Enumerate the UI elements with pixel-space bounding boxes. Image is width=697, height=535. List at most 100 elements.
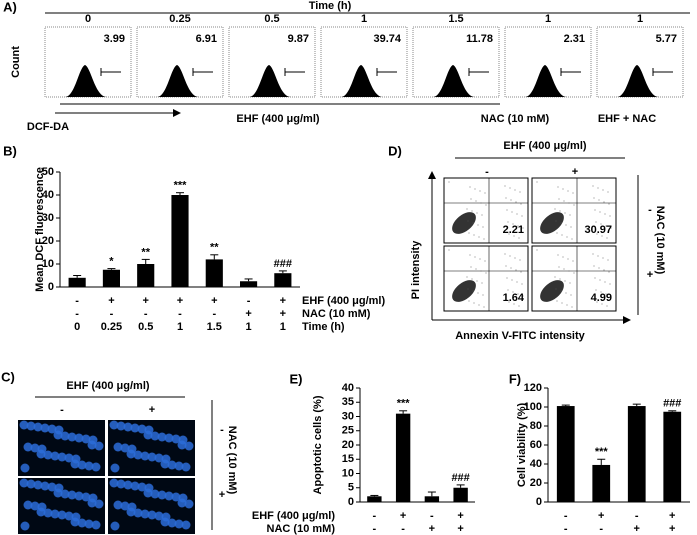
- event-dot: [556, 232, 558, 234]
- panel-label: E): [290, 371, 303, 386]
- nucleus: [120, 501, 130, 511]
- nucleus: [23, 500, 33, 510]
- event-dot: [573, 272, 575, 274]
- event-dot: [570, 226, 572, 228]
- event-dot: [481, 282, 483, 284]
- significance: ***: [397, 398, 411, 410]
- event-dot: [605, 293, 607, 295]
- nucleus: [37, 444, 47, 454]
- y-tick-label: 100: [524, 401, 542, 413]
- nucleus: [64, 453, 74, 463]
- nucleus: [133, 450, 143, 460]
- condition: -: [373, 523, 377, 535]
- event-dot: [598, 267, 600, 269]
- time-label: 1: [545, 13, 551, 25]
- event-dot: [597, 255, 599, 257]
- x-axis-label: Annexin V-FITC intensity: [455, 330, 585, 342]
- nucleus: [91, 520, 101, 530]
- event-dot: [476, 212, 478, 214]
- nucleus: [109, 478, 119, 488]
- nucleus: [144, 425, 154, 435]
- nucleus: [43, 508, 53, 518]
- event-dot: [474, 256, 476, 258]
- nucleus: [57, 452, 67, 462]
- nucleus: [50, 451, 60, 461]
- histogram: [617, 65, 659, 97]
- dot-plot: [443, 177, 529, 244]
- cell-cloud: [540, 280, 564, 302]
- dot-plot: [531, 177, 617, 244]
- event-dot: [601, 235, 603, 237]
- y-tick-label: 50: [42, 166, 54, 178]
- nucleus: [77, 518, 87, 528]
- event-dot: [466, 208, 468, 210]
- event-dot: [603, 201, 605, 203]
- condition: -: [110, 308, 114, 320]
- event-dot: [602, 257, 604, 259]
- event-dot: [480, 270, 482, 272]
- event-dot: [472, 290, 474, 292]
- event-dot: [592, 185, 594, 187]
- event-dot: [608, 271, 610, 273]
- condition-label: NAC (10 mM): [267, 523, 336, 535]
- condition: -: [373, 510, 377, 522]
- event-dot: [567, 190, 569, 192]
- nucleus: [88, 435, 98, 445]
- nucleus: [60, 431, 70, 441]
- y-tick-label: 30: [342, 410, 354, 422]
- nucleus: [50, 509, 60, 519]
- condition: 1: [280, 321, 286, 333]
- y-tick-label: 25: [342, 425, 354, 437]
- event-dot: [609, 283, 611, 285]
- y-axis-label: Count: [10, 46, 22, 78]
- event-dot: [474, 188, 476, 190]
- nucleus: [178, 435, 188, 445]
- time-label: 0.5: [264, 13, 279, 25]
- group-label: EHF (400 μg/ml): [236, 113, 319, 125]
- y-tick-label: 30: [42, 212, 54, 224]
- event-dot: [448, 181, 450, 183]
- nucleus: [161, 454, 171, 464]
- event-dot: [475, 200, 477, 202]
- bar: [453, 487, 468, 502]
- y-tick-label: 0: [348, 496, 354, 508]
- histogram: [341, 65, 383, 97]
- panel-label: D): [388, 143, 402, 158]
- event-dot: [556, 300, 558, 302]
- event-dot: [607, 191, 609, 193]
- significance: **: [141, 246, 150, 258]
- nucleus: [33, 422, 43, 432]
- condition: +: [669, 523, 675, 535]
- nucleus: [94, 441, 104, 451]
- bar: [592, 464, 611, 502]
- bar: [205, 259, 223, 287]
- event-dot: [471, 278, 473, 280]
- time-label: 1: [361, 13, 367, 25]
- event-dot: [520, 203, 522, 205]
- condition-label: EHF (400 μg/ml): [302, 295, 385, 307]
- bar: [424, 496, 440, 502]
- event-dot: [517, 293, 519, 295]
- condition-label: NAC (10 mM): [302, 308, 371, 320]
- event-dot: [606, 237, 608, 239]
- col-label: +: [149, 404, 155, 416]
- nucleus: [30, 443, 40, 453]
- gate-value: 39.74: [373, 33, 401, 45]
- event-dot: [481, 214, 483, 216]
- event-dot: [600, 223, 602, 225]
- event-dot: [521, 215, 523, 217]
- nucleus: [150, 489, 160, 499]
- condition: +: [598, 510, 604, 522]
- event-dot: [521, 283, 523, 285]
- event-dot: [473, 234, 475, 236]
- event-dot: [559, 278, 561, 280]
- nucleus: [120, 443, 130, 453]
- nucleus: [84, 519, 94, 529]
- event-dot: [561, 234, 563, 236]
- event-dot: [511, 211, 513, 213]
- nucleus: [171, 434, 181, 444]
- nucleus: [164, 433, 174, 443]
- y-tick-label: 5: [348, 482, 354, 494]
- panel-label: F): [509, 371, 521, 386]
- nucleus: [167, 518, 177, 528]
